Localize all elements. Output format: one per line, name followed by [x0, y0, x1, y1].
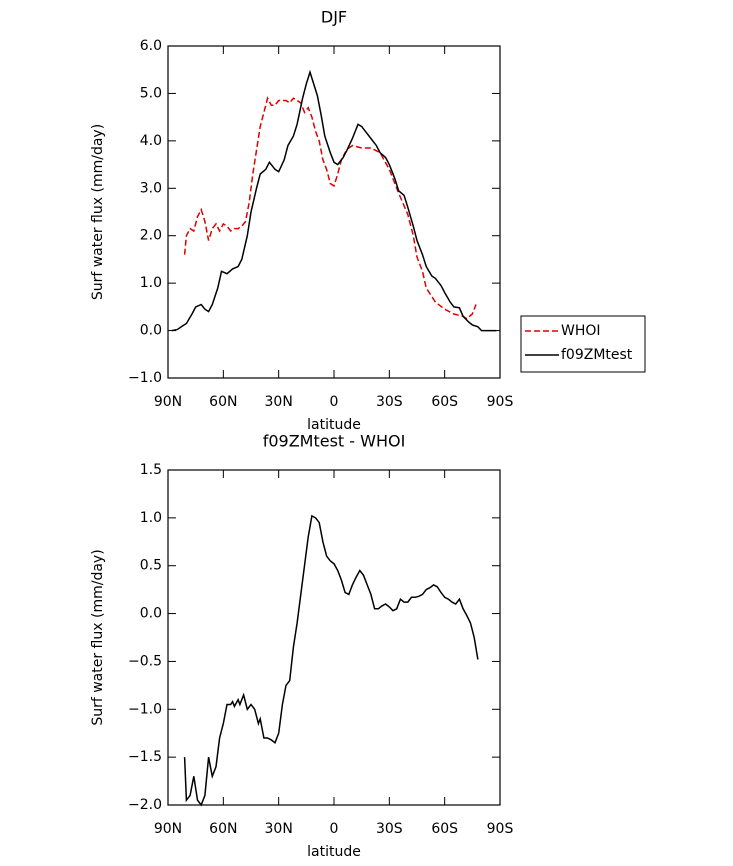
legend-label: f09ZMtest [561, 347, 633, 363]
x-tick-label: 0 [330, 394, 339, 410]
y-tick-label: 5.0 [140, 85, 162, 101]
x-tick-label: 90N [154, 394, 182, 410]
x-axis-label: latitude [307, 417, 361, 433]
y-axis-label: Surf water flux (mm/day) [90, 124, 106, 300]
x-tick-label: 30S [376, 821, 403, 837]
y-tick-label: 2.0 [140, 228, 162, 244]
y-tick-label: −0.5 [128, 653, 162, 669]
x-tick-label: 60S [431, 821, 458, 837]
x-tick-label: 60N [209, 821, 237, 837]
data-line [171, 69, 497, 332]
y-tick-label: 1.5 [140, 462, 162, 478]
x-axis-label: latitude [307, 844, 361, 860]
chart-title: DJF [321, 8, 347, 27]
x-tick-label: 0 [330, 821, 339, 837]
y-tick-label: 0.0 [140, 606, 162, 622]
y-tick-label: −2.0 [128, 797, 162, 813]
y-tick-label: 1.0 [140, 510, 162, 526]
y-tick-label: 4.0 [140, 133, 162, 149]
x-tick-label: 90S [487, 821, 514, 837]
x-tick-label: 30N [265, 394, 293, 410]
data-line [183, 96, 477, 320]
legend-box [520, 315, 646, 373]
y-axis-label: Surf water flux (mm/day) [90, 549, 106, 725]
y-tick-label: −1.5 [128, 749, 162, 765]
plot-frame [167, 469, 501, 806]
y-tick-label: 0.5 [140, 558, 162, 574]
x-tick-label: 90S [487, 394, 514, 410]
x-tick-label: 30S [376, 394, 403, 410]
y-tick-label: 1.0 [140, 275, 162, 291]
y-tick-label: −1.0 [128, 701, 162, 717]
y-tick-label: 0.0 [140, 323, 162, 339]
data-line [183, 514, 479, 807]
x-tick-label: 30N [265, 821, 293, 837]
chart-title: f09ZMtest - WHOI [263, 432, 406, 451]
y-tick-label: 3.0 [140, 180, 162, 196]
x-tick-label: 90N [154, 821, 182, 837]
y-tick-label: 6.0 [140, 38, 162, 54]
legend-label: WHOI [561, 323, 601, 339]
x-tick-label: 60S [431, 394, 458, 410]
plot-frame [167, 45, 501, 379]
x-tick-label: 60N [209, 394, 237, 410]
y-tick-label: −1.0 [128, 370, 162, 386]
